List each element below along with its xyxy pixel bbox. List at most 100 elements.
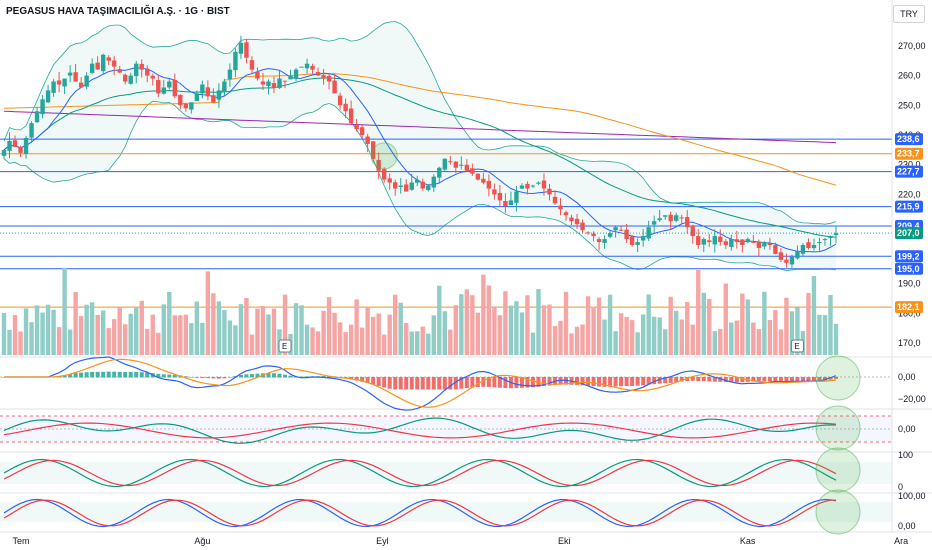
macd-histogram-bar <box>360 377 365 382</box>
macd-histogram-bar <box>189 377 194 378</box>
macd-histogram-bar <box>734 377 739 383</box>
candle-body <box>569 217 574 222</box>
level-badge-label: 233,7 <box>897 149 920 159</box>
volume-bar <box>381 334 387 355</box>
volume-bar <box>84 304 89 355</box>
macd-histogram-bar <box>773 377 778 382</box>
candle-body <box>200 84 205 94</box>
volume-bar <box>233 325 238 355</box>
candle-body <box>62 78 67 87</box>
level-badge: 227,7 <box>895 165 923 178</box>
macd-histogram-bar <box>249 374 254 378</box>
macd-histogram-bar <box>575 377 580 385</box>
macd-histogram-bar <box>211 377 216 379</box>
macd-histogram-bar <box>321 376 326 378</box>
candle-body <box>211 95 216 103</box>
macd-histogram-bar <box>106 371 111 378</box>
candle-body <box>1 149 7 156</box>
macd-histogram-bar <box>492 377 497 388</box>
candle-body <box>464 164 470 171</box>
candle-body <box>139 63 144 70</box>
macd-histogram-bar <box>227 377 232 378</box>
macd-signal-line <box>4 358 837 408</box>
candle-body <box>337 95 343 106</box>
candle-body <box>100 54 106 72</box>
candle-body <box>183 103 189 109</box>
candle-body <box>111 60 117 67</box>
macd-histogram-bar <box>470 377 475 388</box>
price-axis-tick: 270,00 <box>898 41 926 51</box>
candle-body <box>541 180 547 189</box>
candle-body <box>651 221 657 225</box>
macd-histogram-bar <box>822 377 827 381</box>
candle-body <box>563 212 569 216</box>
volume-bar <box>18 331 23 355</box>
candle-body <box>216 90 222 100</box>
volume-bar <box>359 327 365 355</box>
candle-body <box>806 242 811 248</box>
candle-body <box>40 99 45 115</box>
volume-bar <box>23 308 29 355</box>
macd-histogram-bar <box>767 377 772 382</box>
level-badge-bg <box>895 262 923 275</box>
volume-bar <box>679 319 684 355</box>
volume-bar <box>354 299 359 355</box>
volume-bar <box>51 309 56 355</box>
candle-body <box>128 75 133 84</box>
volume-bar <box>618 313 624 355</box>
candle-body <box>167 81 172 88</box>
volume-bar <box>789 311 795 355</box>
volume-bar <box>558 320 563 355</box>
volume-bar <box>767 319 773 355</box>
level-badge-label: 215,9 <box>897 202 920 212</box>
volume-bar <box>1 312 7 355</box>
price-axis-tick: 180,0 <box>898 308 921 318</box>
volume-bar <box>574 326 580 355</box>
osc2-signal <box>3 459 837 487</box>
volume-bar <box>387 314 392 355</box>
volume-bar <box>607 294 613 355</box>
osc3-axis-tick: 100,00 <box>898 491 926 501</box>
candle-body <box>629 236 635 246</box>
volume-bar <box>811 276 817 355</box>
macd-histogram-bar <box>156 373 161 378</box>
price-axis-tick: 260,0 <box>898 71 921 81</box>
volume-bar <box>128 313 133 355</box>
last-price-badge-label: 207,0 <box>897 228 920 238</box>
macd-histogram-bar <box>525 377 530 388</box>
macd-histogram-bar <box>266 373 271 378</box>
level-badge-bg <box>895 165 923 178</box>
candle-body <box>596 239 602 243</box>
macd-histogram-bar <box>646 377 651 385</box>
volume-bar <box>822 315 828 355</box>
volume-bar <box>508 305 514 355</box>
macd-histogram-bar <box>376 377 381 386</box>
candle-body <box>784 259 789 263</box>
candle-body <box>67 72 73 76</box>
volume-bar <box>134 307 139 355</box>
volume-bar <box>337 322 343 355</box>
candle-body <box>233 51 238 71</box>
macd-histogram-bar <box>167 374 172 378</box>
volume-bar <box>525 295 530 355</box>
currency-button[interactable]: TRY <box>893 5 925 23</box>
volume-bar <box>315 331 321 355</box>
level-badge: 238,6 <box>895 133 923 146</box>
macd-histogram-bar <box>68 373 73 378</box>
macd-histogram-bar <box>778 377 783 382</box>
volume-bar <box>376 313 381 355</box>
volume-bar <box>332 312 337 355</box>
time-axis-label: Ağu <box>194 536 210 546</box>
volume-bar <box>624 316 629 355</box>
level-badge: 215,9 <box>895 200 923 213</box>
macd-histogram-bar <box>283 374 288 378</box>
level-badge-label: 238,6 <box>897 134 920 144</box>
candle-body <box>707 240 712 243</box>
macd-histogram-bar <box>784 377 789 382</box>
volume-bar <box>222 310 227 355</box>
earnings-marker: E <box>278 339 292 353</box>
candle-body <box>381 169 387 180</box>
volume-bar <box>657 317 662 355</box>
volume-bar <box>117 306 122 355</box>
